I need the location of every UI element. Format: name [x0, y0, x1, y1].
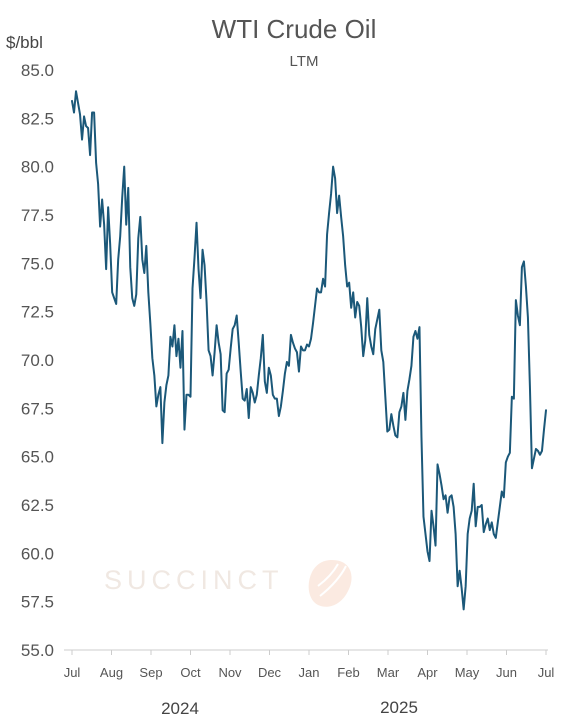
x-tick-label: Dec [258, 665, 282, 680]
x-tick-label: May [455, 665, 480, 680]
watermark: SUCCINCT [104, 560, 352, 607]
x-tick-label: Jan [299, 665, 320, 680]
y-axis-unit-label: $/bbl [6, 33, 43, 52]
x-axis-ticks: Jul Aug Sep Oct Nov Dec Jan Feb Mar Apr May Jun Jul [64, 650, 555, 680]
x-tick-label: Oct [180, 665, 201, 680]
chart-subtitle: LTM [290, 53, 319, 70]
x-tick-label: Jul [64, 665, 81, 680]
y-tick-label: 77.5 [21, 206, 54, 225]
x-tick-label: Jun [496, 665, 517, 680]
x-tick-label: Jul [538, 665, 555, 680]
x-tick-label: Apr [417, 665, 438, 680]
y-tick-label: 57.5 [21, 593, 54, 612]
y-tick-label: 65.0 [21, 448, 54, 467]
x-tick-label: Nov [218, 665, 242, 680]
y-tick-label: 55.0 [21, 641, 54, 660]
year-label-2025: 2025 [380, 698, 418, 717]
chart-title: WTI Crude Oil [212, 14, 377, 44]
series-line [71, 90, 547, 611]
y-tick-label: 70.0 [21, 351, 54, 370]
x-tick-label: Aug [100, 665, 123, 680]
y-tick-label: 80.0 [21, 158, 54, 177]
watermark-text: SUCCINCT [104, 565, 284, 595]
y-tick-label: 67.5 [21, 399, 54, 418]
y-tick-label: 85.0 [21, 61, 54, 80]
y-tick-label: 60.0 [21, 544, 54, 563]
y-tick-label: 82.5 [21, 109, 54, 128]
watermark-logo-icon [308, 560, 352, 607]
year-label-2024: 2024 [161, 699, 199, 718]
y-tick-label: 72.5 [21, 303, 54, 322]
y-axis-ticks: 85.0 82.5 80.0 77.5 75.0 72.5 70.0 67.5 65.0 62.5… [21, 61, 54, 660]
x-tick-label: Feb [337, 665, 359, 680]
y-tick-label: 62.5 [21, 496, 54, 515]
y-tick-label: 75.0 [21, 254, 54, 273]
x-tick-label: Sep [139, 665, 162, 680]
x-tick-label: Mar [377, 665, 400, 680]
